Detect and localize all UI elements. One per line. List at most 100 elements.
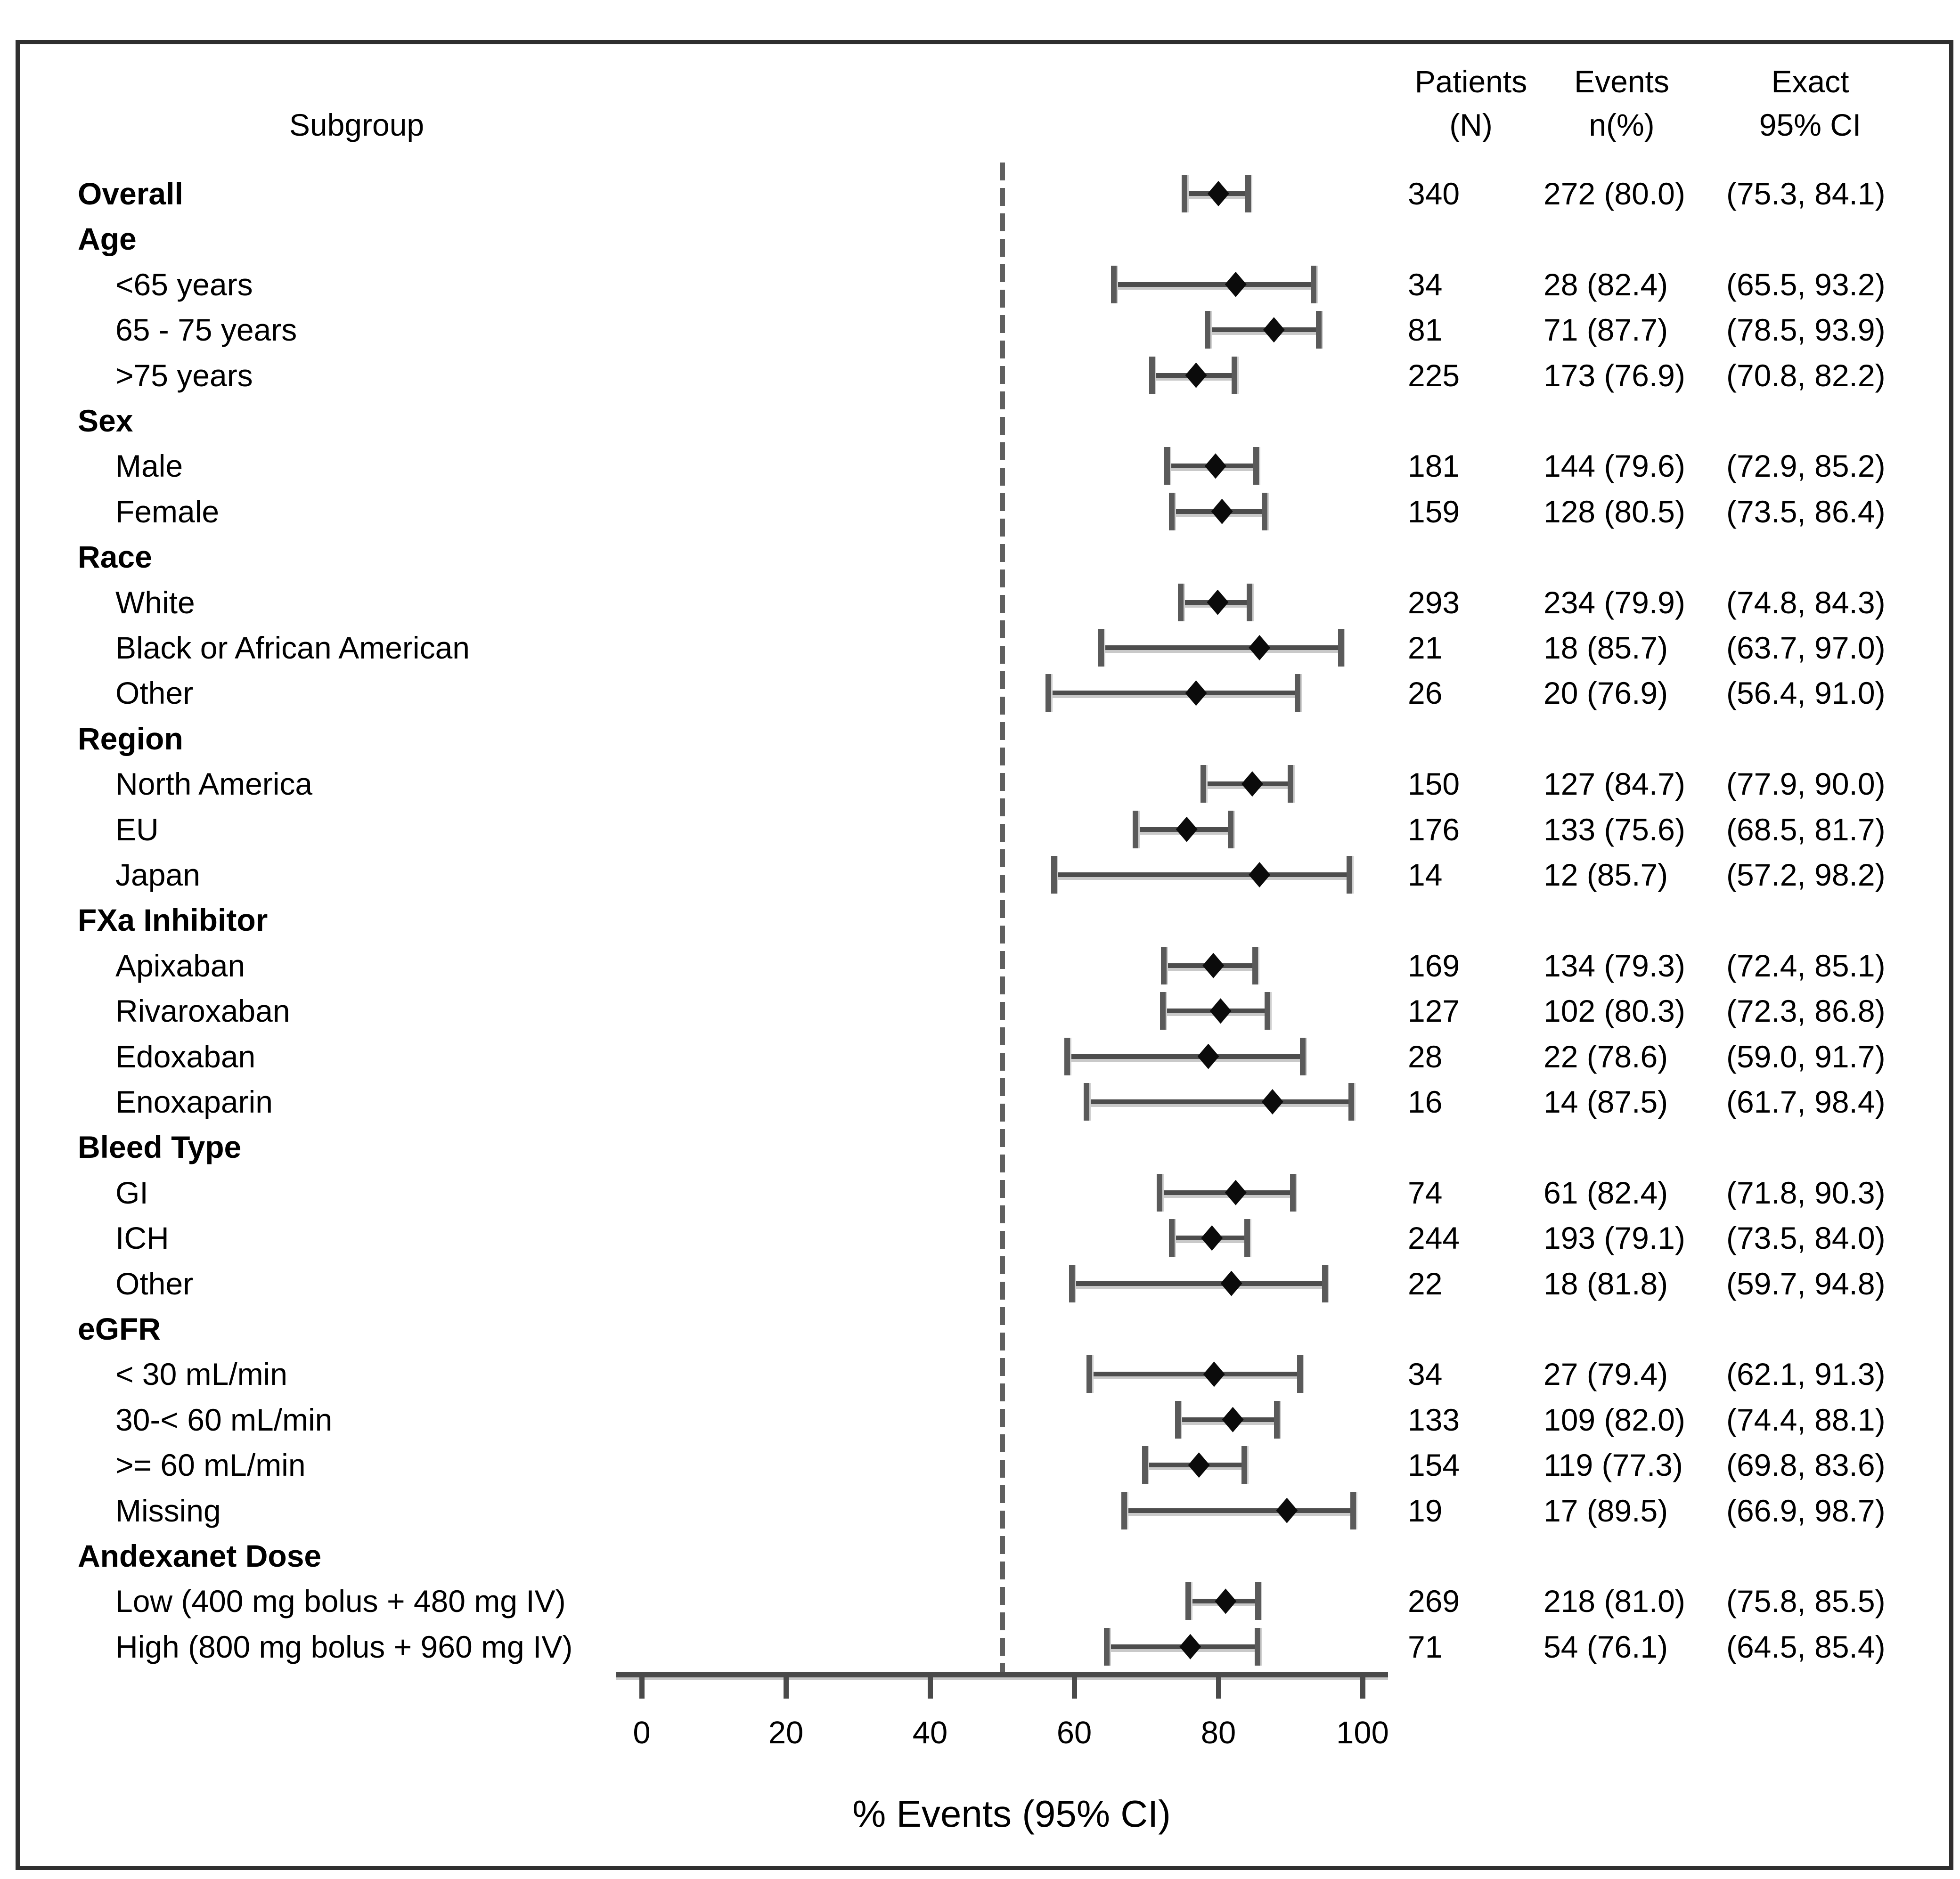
patients-value: 340 (1408, 176, 1460, 211)
events-value: 127 (84.7) (1544, 766, 1685, 802)
point-estimate-diamond (1222, 1407, 1244, 1432)
ci-value: (73.5, 84.0) (1726, 1220, 1886, 1256)
patients-value: 176 (1408, 812, 1460, 847)
subgroup-label: High (800 mg bolus + 960 mg IV) (115, 1629, 573, 1664)
subgroup-label: Enoxaparin (115, 1084, 273, 1119)
patients-value: 225 (1408, 358, 1460, 393)
x-axis-tick (1216, 1672, 1221, 1699)
ci-cap-right (1288, 765, 1293, 803)
reference-line-50pct (999, 163, 1005, 1672)
ci-cap-right (1245, 175, 1251, 212)
subgroup-label: 65 - 75 years (115, 312, 297, 348)
column-header-ci-line1: Exact (1771, 64, 1849, 99)
ci-cap-left (1156, 1173, 1162, 1212)
ci-cap-left (1182, 175, 1188, 212)
ci-value: (65.5, 93.2) (1726, 267, 1886, 302)
ci-cap-left (1121, 1491, 1127, 1529)
ci-value: (56.4, 91.0) (1726, 675, 1886, 711)
ci-value: (73.5, 86.4) (1726, 494, 1886, 529)
ci-cap-right (1228, 810, 1233, 848)
events-value: 22 (78.6) (1544, 1039, 1668, 1074)
point-estimate-diamond (1220, 1270, 1242, 1296)
ci-cap-right (1350, 1491, 1356, 1529)
patients-value: 269 (1408, 1584, 1460, 1619)
ci-whisker (1067, 1054, 1303, 1059)
ci-value: (62.1, 91.3) (1726, 1357, 1886, 1392)
ci-cap-right (1338, 629, 1344, 667)
x-axis-line (616, 1672, 1388, 1677)
ci-cap-left (1084, 1083, 1089, 1121)
ci-value: (59.7, 94.8) (1726, 1266, 1886, 1301)
forest-row: Other 22 18 (81.8) (59.7, 94.8) (0, 1261, 1960, 1306)
ci-cap-right (1246, 583, 1252, 621)
subgroup-label: Age (78, 221, 137, 257)
forest-row: Other 26 20 (76.9) (56.4, 91.0) (0, 670, 1960, 716)
ci-value: (66.9, 98.7) (1726, 1493, 1886, 1528)
events-value: 193 (79.1) (1544, 1220, 1685, 1256)
forest-row: High (800 mg bolus + 960 mg IV) 71 54 (76.… (0, 1624, 1960, 1669)
forest-group-row: Bleed Type (0, 1124, 1960, 1170)
point-estimate-diamond (1188, 1452, 1210, 1478)
patients-value: 81 (1408, 312, 1443, 348)
patients-value: 34 (1408, 267, 1443, 302)
ci-whisker (1072, 1281, 1325, 1286)
x-axis-title: % Events (95% CI) (852, 1793, 1171, 1835)
ci-whisker (1054, 872, 1350, 877)
subgroup-label: GI (115, 1175, 148, 1210)
subgroup-label: Other (115, 675, 194, 711)
forest-group-row: Race (0, 534, 1960, 579)
subgroup-label: Race (78, 539, 152, 575)
events-value: 133 (75.6) (1544, 812, 1685, 847)
ci-cap-right (1295, 674, 1301, 712)
events-value: 128 (80.5) (1544, 494, 1685, 529)
forest-row: Enoxaparin 16 14 (87.5) (61.7, 98.4) (0, 1079, 1960, 1124)
point-estimate-diamond (1225, 1179, 1247, 1205)
events-value: 218 (81.0) (1544, 1584, 1685, 1619)
forest-row: GI 74 61 (82.4) (71.8, 90.3) (0, 1170, 1960, 1215)
forest-row: >= 60 mL/min 154 119 (77.3) (69.8, 83.6) (0, 1442, 1960, 1488)
ci-cap-right (1253, 447, 1259, 485)
events-value: 144 (79.6) (1544, 448, 1685, 484)
ci-cap-left (1051, 856, 1057, 894)
x-axis-tick-label: 60 (1056, 1715, 1092, 1750)
ci-cap-right (1261, 492, 1267, 530)
ci-cap-left (1160, 992, 1166, 1030)
subgroup-label: Region (78, 721, 183, 756)
x-axis-tick (639, 1672, 645, 1699)
subgroup-label: eGFR (78, 1311, 161, 1346)
ci-cap-left (1103, 1627, 1110, 1666)
ci-value: (74.8, 84.3) (1726, 585, 1886, 620)
ci-cap-left (1175, 1400, 1181, 1439)
point-estimate-diamond (1261, 1089, 1283, 1114)
patients-value: 26 (1408, 675, 1443, 711)
forest-row: White 293 234 (79.9) (74.8, 84.3) (0, 580, 1960, 625)
ci-cap-left (1200, 765, 1206, 803)
point-estimate-diamond (1241, 771, 1263, 797)
ci-value: (72.9, 85.2) (1726, 448, 1886, 484)
ci-cap-right (1297, 1355, 1303, 1393)
x-axis-tick (1360, 1672, 1365, 1699)
ci-cap-left (1205, 311, 1211, 349)
patients-value: 127 (1408, 993, 1460, 1029)
patients-value: 150 (1408, 766, 1460, 802)
forest-row: <65 years 34 28 (82.4) (65.5, 93.2) (0, 262, 1960, 307)
ci-value: (61.7, 98.4) (1726, 1084, 1886, 1119)
events-value: 17 (89.5) (1544, 1493, 1668, 1528)
subgroup-label: Andexanet Dose (78, 1538, 322, 1573)
patients-value: 154 (1408, 1448, 1460, 1483)
forest-row: 30-< 60 mL/min 133 109 (82.0) (74.4, 88.1) (0, 1397, 1960, 1442)
point-estimate-diamond (1203, 1361, 1225, 1387)
x-axis-tick-label: 100 (1336, 1715, 1389, 1750)
forest-group-row: Age (0, 216, 1960, 261)
ci-cap-left (1168, 492, 1175, 530)
events-value: 27 (79.4) (1544, 1357, 1668, 1392)
column-header-subgroup: Subgroup (289, 107, 425, 142)
ci-cap-left (1086, 1355, 1093, 1393)
ci-cap-right (1265, 992, 1271, 1030)
forest-row: Missing 19 17 (89.5) (66.9, 98.7) (0, 1488, 1960, 1533)
ci-cap-right (1255, 1582, 1261, 1620)
point-estimate-diamond (1208, 181, 1229, 206)
ci-cap-right (1300, 1037, 1306, 1075)
ci-cap-right (1322, 1264, 1328, 1302)
events-value: 119 (77.3) (1544, 1448, 1683, 1483)
